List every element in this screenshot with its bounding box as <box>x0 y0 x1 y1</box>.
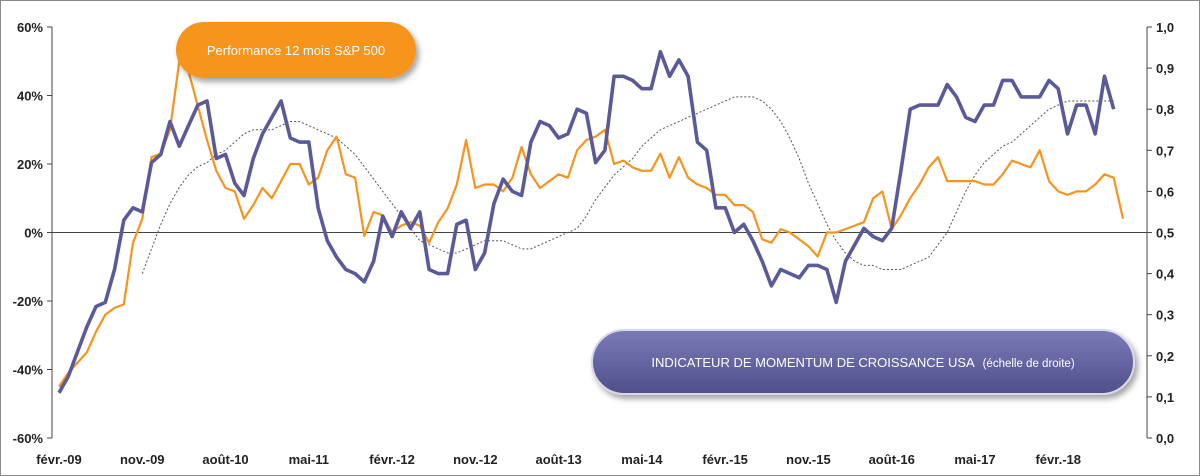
x-tick-label: mai-17 <box>954 452 995 467</box>
right-tick-label: 0,4 <box>1156 267 1175 282</box>
right-tick-label: 1,0 <box>1156 20 1174 35</box>
right-tick-label: 0,1 <box>1156 390 1174 405</box>
momentum-pill-suffix: (échelle de droite) <box>983 358 1075 370</box>
right-tick-label: 0,6 <box>1156 184 1174 199</box>
x-tick-label: févr.-09 <box>36 452 82 467</box>
left-tick-label: 40% <box>17 89 43 104</box>
left-tick-label: -40% <box>13 363 44 378</box>
x-tick-label: août-13 <box>536 452 582 467</box>
x-tick-label: mai-11 <box>289 452 329 467</box>
x-tick-label: févr.-15 <box>702 452 748 467</box>
right-tick-label: 0,8 <box>1156 102 1174 117</box>
right-tick-label: 0,9 <box>1156 61 1174 76</box>
x-tick-label: août-10 <box>202 452 248 467</box>
x-axis-ticks: févr.-09 nov.-09 août-10 mai-11 févr.-12 nov.… <box>36 452 1081 467</box>
right-tick-label: 0,5 <box>1156 226 1174 241</box>
right-axis-ticks: 1,0 0,9 0,8 0,7 0,6 0,5 0,4 0,3 0,2 0,1 0,0 <box>1147 20 1175 446</box>
sp500-pill-shape <box>176 22 416 78</box>
x-tick-label: nov.-12 <box>453 452 498 467</box>
x-tick-label: nov.-15 <box>786 452 831 467</box>
series-lines <box>57 49 1125 394</box>
momentum-legend-pill: INDICATEUR DE MOMENTUM DE CROISSANCE USA… <box>591 329 1135 395</box>
momentum-pill-shape <box>591 329 1135 395</box>
sp500-pill-label: Performance 12 mois S&P 500 <box>207 43 385 58</box>
left-tick-label: 0% <box>24 226 43 241</box>
left-tick-label: 60% <box>17 20 43 35</box>
momentum-pill-main: INDICATEUR DE MOMENTUM DE CROISSANCE USA <box>651 355 975 370</box>
x-tick-label: févr.-18 <box>1035 452 1081 467</box>
x-tick-label: août-16 <box>869 452 915 467</box>
x-tick-label: févr.-12 <box>369 452 415 467</box>
right-tick-label: 0,3 <box>1156 308 1174 323</box>
momentum-pill-label: INDICATEUR DE MOMENTUM DE CROISSANCE USA… <box>651 355 1074 370</box>
x-tick-label: mai-14 <box>621 452 663 467</box>
right-tick-label: 0,2 <box>1156 349 1174 364</box>
left-tick-label: 20% <box>17 157 43 172</box>
left-tick-label: -20% <box>13 294 44 309</box>
sp500-legend-pill: Performance 12 mois S&P 500 <box>176 22 416 78</box>
right-tick-label: 0,0 <box>1156 431 1174 446</box>
left-axis-ticks: 60% 40% 20% 0% -20% -40% -60% <box>13 20 52 446</box>
right-tick-label: 0,7 <box>1156 143 1174 158</box>
left-tick-label: -60% <box>13 431 44 446</box>
x-tick-label: nov.-09 <box>120 452 165 467</box>
momentum-indicator-line <box>57 49 1116 394</box>
